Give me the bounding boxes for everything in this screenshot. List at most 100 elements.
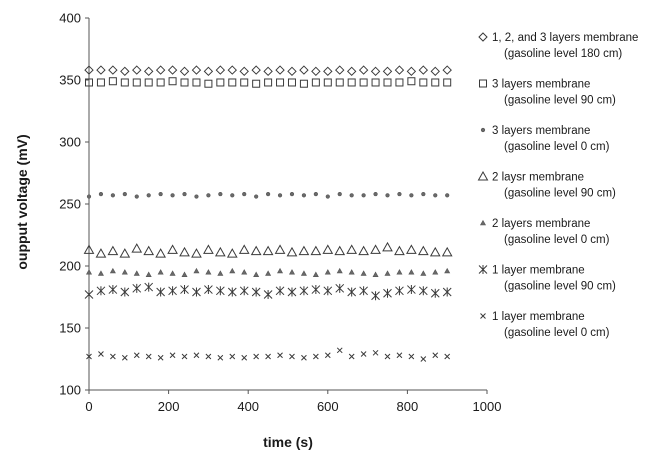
data-point [132, 283, 142, 293]
data-point [215, 286, 225, 296]
data-point [334, 245, 346, 256]
data-point [167, 65, 178, 75]
data-point [145, 353, 152, 360]
data-point [289, 191, 295, 197]
data-point [264, 78, 273, 87]
data-point [84, 65, 94, 75]
data-point [432, 352, 439, 359]
legend-marker [477, 170, 489, 181]
data-point [181, 353, 188, 360]
data-point [299, 79, 308, 88]
data-point [310, 245, 322, 256]
data-point [417, 245, 429, 256]
data-point [241, 354, 248, 361]
tick-labels: 100 150 200 250 300 350 400 0 200 400 600 800 1000 [59, 11, 501, 415]
data-point [228, 78, 237, 87]
data-point [418, 65, 429, 75]
data-point [144, 78, 153, 87]
data-point [373, 191, 378, 197]
data-point [204, 285, 213, 295]
data-point [227, 287, 237, 297]
x-tick-label: 0 [85, 399, 92, 414]
y-tick-label: 350 [59, 73, 81, 88]
legend-marker [480, 127, 486, 133]
data-point [394, 65, 405, 75]
data-point [180, 78, 189, 87]
data-point [372, 349, 379, 356]
legend-sublabel: (gasoline level 90 cm) [504, 188, 616, 200]
data-point [252, 79, 261, 88]
data-point [276, 78, 285, 87]
data-point [430, 288, 440, 298]
data-point [299, 65, 309, 75]
data-point [370, 66, 381, 77]
data-point [395, 286, 404, 296]
data-point [335, 78, 344, 87]
data-point [203, 244, 214, 254]
data-point [194, 194, 199, 199]
data-point [277, 352, 283, 359]
data-point [289, 353, 295, 360]
data-point [120, 78, 129, 87]
data-point [180, 285, 189, 295]
data-point [157, 354, 164, 361]
data-point [323, 66, 333, 77]
data-point [192, 287, 201, 297]
data-point [313, 191, 318, 197]
data-point [226, 248, 238, 258]
data-point [347, 78, 356, 87]
data-point [311, 66, 321, 77]
legend: 1, 2, and 3 layers membrane (gasoline lev… [477, 32, 638, 339]
data-point [206, 193, 211, 198]
data-point [133, 270, 140, 276]
data-point [299, 286, 309, 296]
data-point [251, 65, 261, 75]
data-point [242, 191, 247, 197]
legend-label: 2 layers membrane [492, 218, 590, 230]
data-point [277, 267, 284, 274]
data-point [346, 244, 358, 254]
data-point [288, 269, 295, 275]
data-point [394, 245, 405, 256]
data-point [262, 245, 274, 256]
data-point [218, 191, 223, 197]
data-point [250, 245, 262, 256]
y-tick-label: 150 [59, 321, 81, 336]
data-point [146, 193, 151, 198]
legend-marker [479, 219, 487, 226]
data-point [335, 283, 345, 293]
data-point [193, 267, 200, 274]
data-point [360, 270, 367, 276]
data-point [313, 353, 319, 360]
series-5-points [85, 267, 451, 277]
legend-sublabel: (gasoline level 0 cm) [504, 141, 610, 153]
legend-label: 1 layer membrane [492, 311, 585, 323]
data-point [441, 246, 453, 257]
data-point [349, 193, 354, 198]
data-point [360, 351, 367, 357]
data-point [384, 353, 391, 360]
data-point [266, 191, 271, 197]
data-point [371, 78, 380, 87]
data-point [382, 66, 393, 77]
data-point [430, 66, 440, 77]
data-point [287, 66, 297, 77]
data-point [358, 65, 369, 75]
legend-sublabel: (gasoline level 0 cm) [504, 234, 610, 246]
data-point [229, 353, 236, 360]
data-point [358, 245, 369, 256]
data-point [311, 78, 320, 87]
data-point [191, 248, 202, 258]
data-point [395, 78, 404, 87]
data-point [265, 353, 271, 360]
data-point [193, 352, 200, 359]
data-point [86, 194, 92, 199]
data-point [287, 287, 297, 297]
data-point [182, 191, 187, 197]
data-point [337, 191, 342, 197]
data-point [181, 271, 188, 277]
data-point [109, 267, 116, 274]
data-point [217, 354, 224, 361]
data-point [396, 352, 403, 359]
